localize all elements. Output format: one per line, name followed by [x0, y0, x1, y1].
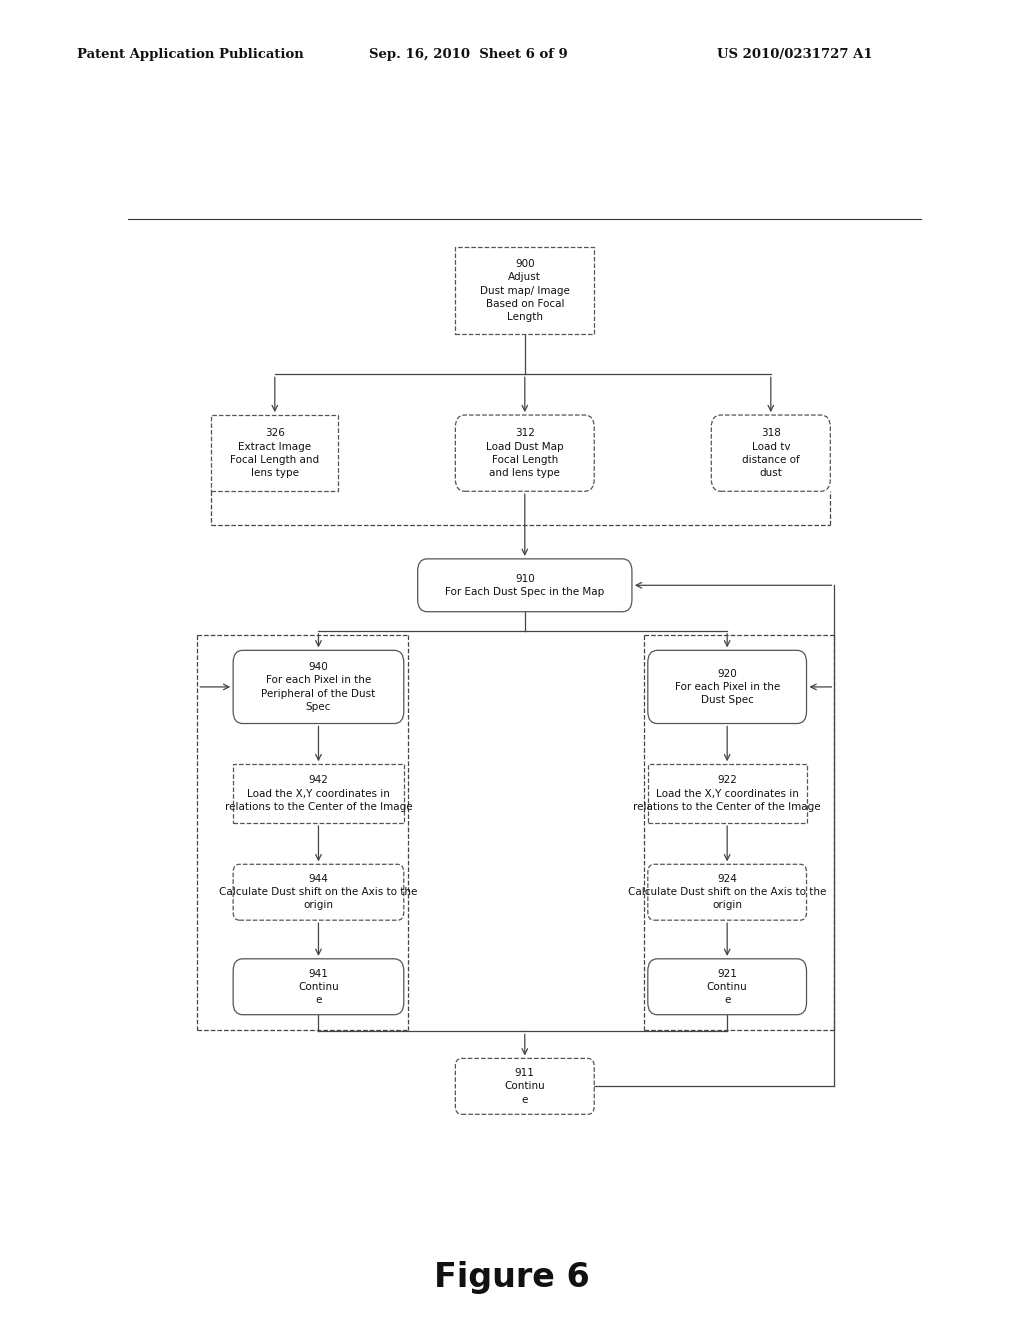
FancyBboxPatch shape [648, 865, 807, 920]
FancyBboxPatch shape [456, 414, 594, 491]
Bar [233, 764, 403, 824]
FancyBboxPatch shape [418, 558, 632, 611]
Text: 944
Calculate Dust shift on the Axis to the
origin: 944 Calculate Dust shift on the Axis to … [219, 874, 418, 911]
Text: 910
For Each Dust Spec in the Map: 910 For Each Dust Spec in the Map [445, 574, 604, 597]
Text: 920
For each Pixel in the
Dust Spec: 920 For each Pixel in the Dust Spec [675, 669, 780, 705]
Text: 940
For each Pixel in the
Peripheral of the Dust
Spec: 940 For each Pixel in the Peripheral of … [261, 663, 376, 711]
Text: US 2010/0231727 A1: US 2010/0231727 A1 [717, 48, 872, 61]
Text: 326
Extract Image
Focal Length and
lens type: 326 Extract Image Focal Length and lens … [230, 429, 319, 478]
Text: Patent Application Publication: Patent Application Publication [77, 48, 303, 61]
Text: Sep. 16, 2010  Sheet 6 of 9: Sep. 16, 2010 Sheet 6 of 9 [369, 48, 567, 61]
Text: 318
Load tv
distance of
dust: 318 Load tv distance of dust [742, 429, 800, 478]
Text: 924
Calculate Dust shift on the Axis to the
origin: 924 Calculate Dust shift on the Axis to … [628, 874, 826, 911]
Bar [456, 247, 594, 334]
Bar [648, 764, 807, 824]
Text: 922
Load the X,Y coordinates in
relations to the Center of the Image: 922 Load the X,Y coordinates in relation… [634, 775, 821, 812]
FancyBboxPatch shape [456, 1059, 594, 1114]
FancyBboxPatch shape [648, 651, 807, 723]
Text: 911
Continu
e: 911 Continu e [505, 1068, 545, 1105]
Text: 900
Adjust
Dust map/ Image
Based on Focal
Length: 900 Adjust Dust map/ Image Based on Foca… [480, 259, 569, 322]
FancyBboxPatch shape [233, 651, 403, 723]
FancyBboxPatch shape [233, 865, 403, 920]
Text: Figure 6: Figure 6 [434, 1261, 590, 1294]
Text: 941
Continu
e: 941 Continu e [298, 969, 339, 1005]
FancyBboxPatch shape [648, 958, 807, 1015]
FancyBboxPatch shape [233, 958, 403, 1015]
Text: 942
Load the X,Y coordinates in
relations to the Center of the Image: 942 Load the X,Y coordinates in relation… [224, 775, 413, 812]
Bar [211, 414, 338, 491]
FancyBboxPatch shape [712, 414, 830, 491]
Text: 921
Continu
e: 921 Continu e [707, 969, 748, 1005]
Text: 312
Load Dust Map
Focal Length
and lens type: 312 Load Dust Map Focal Length and lens … [486, 429, 563, 478]
